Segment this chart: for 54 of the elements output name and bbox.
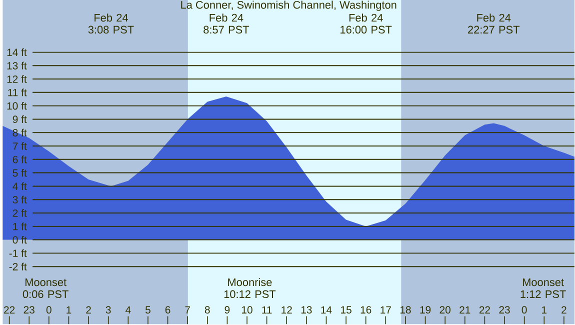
y-tick-label: 6 ft xyxy=(12,156,27,164)
y-tick-label: 1 ft xyxy=(13,222,27,230)
x-tick-label: 8 xyxy=(204,306,210,314)
x-tick-label: 1 xyxy=(542,306,547,314)
x-tick-label: 4 xyxy=(125,306,131,314)
x-tick-label: 12 xyxy=(282,306,292,314)
x-tick-label: 22 xyxy=(4,306,15,314)
x-tick-label: 10 xyxy=(242,306,252,314)
x-tick-label: 3 xyxy=(106,306,111,314)
x-tick-label: 22 xyxy=(479,306,490,314)
y-tick-label: 10 ft xyxy=(7,102,27,110)
x-tick-label: 5 xyxy=(145,306,150,314)
annotation: Moonset 0:06 PST xyxy=(22,278,68,298)
y-tick-label: -1 ft xyxy=(9,250,27,258)
y-tick-label: 12 ft xyxy=(7,75,27,84)
x-tick-label: 21 xyxy=(460,306,470,314)
y-tick-label: 11 ft xyxy=(8,88,27,96)
x-tick-label: 6 xyxy=(165,306,170,314)
x-tick-label: 1 xyxy=(66,306,72,314)
annotation: Feb 24 3:08 PST xyxy=(88,14,134,34)
x-tick-label: 0 xyxy=(46,306,52,314)
x-tick-label: 11 xyxy=(262,306,272,314)
y-tick-label: 7 ft xyxy=(12,142,27,150)
chart-title: La Conner, Swinomish Channel, Washington xyxy=(181,0,396,12)
x-tick-label: 20 xyxy=(440,306,450,314)
x-tick-label: 19 xyxy=(420,306,431,314)
y-tick-label: -2 ft xyxy=(9,262,27,271)
y-tick-label: 13 ft xyxy=(7,62,27,70)
x-tick-label: 14 xyxy=(321,306,332,314)
annotation: Moonrise 10:12 PST xyxy=(224,278,276,298)
x-tick-label: 15 xyxy=(341,306,352,314)
annotation: Feb 24 16:00 PST xyxy=(340,14,392,34)
annotation: Feb 24 22:27 PST xyxy=(468,14,520,34)
x-tick-label: 2 xyxy=(86,306,91,314)
y-tick-label: 5 ft xyxy=(12,169,27,177)
x-tick-label: 17 xyxy=(380,306,391,314)
y-tick-label: 2 ft xyxy=(12,209,27,218)
y-tick-label: 8 ft xyxy=(12,128,27,137)
y-tick-label: 3 ft xyxy=(12,196,27,204)
x-tick-label: 18 xyxy=(400,306,411,314)
x-tick-label: 16 xyxy=(360,306,372,314)
x-tick-label: 2 xyxy=(562,306,566,314)
x-tick-label: 7 xyxy=(185,306,190,314)
y-tick-label: 4 ft xyxy=(12,182,27,190)
annotation: Moonset 1:12 PST xyxy=(520,278,566,298)
x-tick-label: 23 xyxy=(499,306,510,314)
x-tick-label: 9 xyxy=(224,306,230,314)
annotation: Feb 24 8:57 PST xyxy=(204,14,250,34)
y-tick-label: 9 ft xyxy=(12,116,27,124)
y-tick-label: 14 ft xyxy=(7,48,27,56)
x-tick-label: 0 xyxy=(522,306,527,314)
y-tick-label: 0 ft xyxy=(12,236,27,244)
x-tick-label: 23 xyxy=(24,306,34,314)
x-tick-label: 13 xyxy=(301,306,312,314)
